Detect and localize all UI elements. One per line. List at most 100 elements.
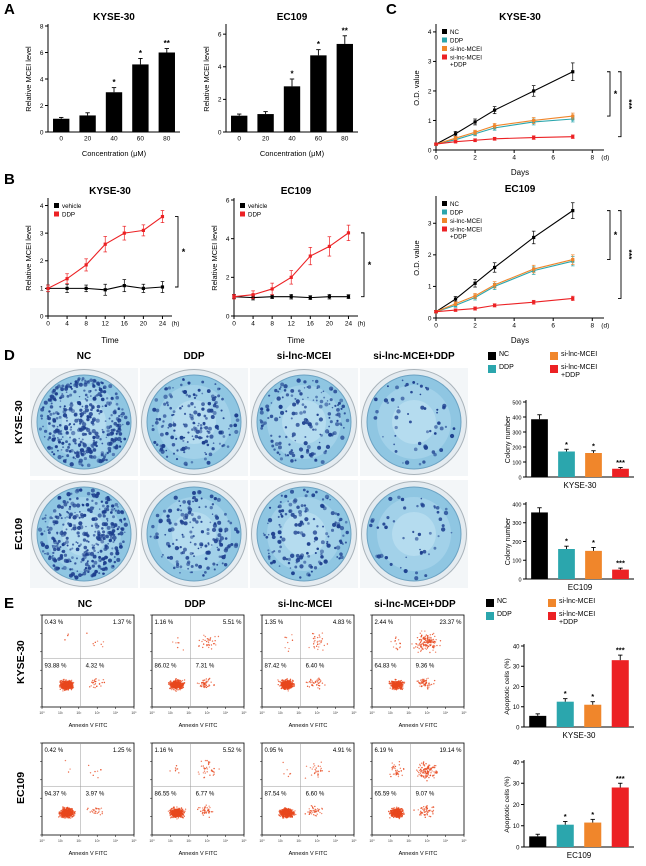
- svg-text:10⁵: 10⁵: [351, 711, 357, 715]
- svg-text:Relative MCEI level: Relative MCEI level: [24, 46, 33, 112]
- svg-text:Relative MCEI level: Relative MCEI level: [24, 225, 33, 291]
- svg-text:1: 1: [40, 286, 44, 293]
- colony-dish-ec109-nc: [30, 480, 138, 588]
- svg-text:2.44 %: 2.44 %: [375, 620, 394, 626]
- svg-text:10³: 10³: [205, 711, 211, 715]
- line-chart-od-ec109: 0 1 2 3 0 2 4 6 8 (d) Days O.D. value EC109 NC DDP si-l…: [400, 180, 644, 351]
- panel-label-a: A: [4, 1, 15, 18]
- svg-text:500: 500: [512, 400, 521, 406]
- svg-flow-DDP: 1.16 % 5.51 % 86.02 % 7.31 % 10⁰ 10¹ 10² 10³ 10⁴…: [149, 614, 247, 729]
- svg-text:**: **: [342, 26, 349, 35]
- svg-text:KYSE-30: KYSE-30: [93, 12, 135, 23]
- svg-text:0: 0: [428, 315, 432, 322]
- svg-text:2: 2: [428, 88, 432, 95]
- legend-item-ddp: DDP: [486, 611, 512, 620]
- svg-flow-si-lnc-MCEI+DDP: 2.44 % 23.37 % 64.83 % 9.36 % 10⁰ 10¹ 10² 10³ 10…: [369, 614, 467, 729]
- svg-text:3: 3: [428, 59, 432, 66]
- svg-text:4.32 %: 4.32 %: [86, 664, 105, 670]
- svg-text:*: *: [182, 247, 186, 257]
- svg-text:24: 24: [159, 321, 167, 328]
- flow-plot-ec109-si-lnc-mcei-ddp: 6.19 % 19.14 % 65.59 % 9.07 % 10⁰ 10¹ 10² 10³ 10…: [362, 740, 468, 863]
- svg-text:*: *: [112, 78, 116, 87]
- svg-text:***: ***: [616, 559, 625, 568]
- colony-dish-ec109-ddp: [140, 480, 248, 588]
- legend-swatch: [488, 352, 496, 360]
- legend-swatch: [486, 612, 494, 620]
- svg-text:10²: 10²: [76, 711, 82, 715]
- svg-text:DDP: DDP: [248, 211, 261, 218]
- svg-text:80: 80: [163, 136, 171, 143]
- svg-text:10³: 10³: [425, 711, 431, 715]
- svg-text:400: 400: [512, 502, 521, 508]
- legend-label: si-lnc-MCEI +DDP: [559, 611, 596, 627]
- svg-text:10³: 10³: [315, 711, 321, 715]
- svg-text:20: 20: [84, 136, 92, 143]
- svg-text:*: *: [614, 89, 618, 99]
- flow-header-ddp: DDP: [184, 599, 206, 610]
- svg-text:3: 3: [428, 221, 432, 228]
- svg-flow-NC: 0.42 % 1.25 %94.37 % 3.97 %10⁰ 10¹ 10² 10³ 10⁴…: [39, 742, 137, 857]
- svg-text:Days: Days: [511, 168, 529, 177]
- svg-text:0: 0: [518, 577, 521, 583]
- svg-dish-si-lnc-MCEI+DDP: [361, 481, 467, 587]
- svg-text:4: 4: [40, 76, 44, 83]
- svg-text:0: 0: [232, 321, 236, 328]
- svg-text:10²: 10²: [186, 711, 192, 715]
- legend-label: si-lnc-MCEI: [561, 351, 598, 358]
- line-chart-od-kyse30: 0 1 2 3 4 0 2 4 6 8 (d) Days O.D. value KYSE-30 NC DDP s…: [400, 8, 644, 183]
- svg-text:2: 2: [473, 155, 477, 162]
- panel-label-e: E: [4, 595, 15, 612]
- column-header-si-lnc-mcei-ddp: si-lnc-MCEI+DDP: [373, 351, 455, 362]
- svg-text:20: 20: [140, 321, 148, 328]
- svg-text:10⁰: 10⁰: [369, 711, 375, 715]
- svg-text:O.D. value: O.D. value: [412, 70, 421, 105]
- svg-flow-si-lnc-MCEI+DDP: 6.19 % 19.14 %65.59 % 9.07 %10⁰ 10¹ 10² 10³ 10…: [369, 742, 467, 857]
- svg-text:10⁰: 10⁰: [149, 711, 155, 715]
- svg-text:5.51 %: 5.51 %: [223, 620, 242, 626]
- svg-text:1.37 %: 1.37 %: [113, 620, 132, 626]
- svg-text:93.88 %: 93.88 %: [45, 664, 68, 670]
- svg-text:24: 24: [345, 321, 353, 328]
- svg-text:*: *: [368, 260, 372, 270]
- svg-text:0: 0: [46, 321, 50, 328]
- panel-label-c: C: [386, 1, 397, 18]
- svg-A_EC109: 0 2 4 6 Relative MCEI level 0 20 * 40 * 60 ** 80 Conc…: [202, 12, 358, 158]
- colony-legend: NC DDP si-lnc-MCEI si-lnc-MCEI +DDP: [488, 351, 644, 385]
- svg-text:***: ***: [624, 99, 634, 110]
- svg-text:DDP: DDP: [450, 209, 463, 216]
- svg-text:10¹: 10¹: [278, 711, 284, 715]
- svg-dish-si-lnc-MCEI+DDP: [361, 369, 467, 475]
- svg-text:23.37 %: 23.37 %: [439, 620, 462, 626]
- svg-text:16: 16: [307, 321, 315, 328]
- svg-flow-DDP: 1.16 % 5.52 %86.55 % 6.77 %10⁰ 10¹ 10² 10³ 10⁴…: [149, 742, 247, 857]
- legend-swatch: [550, 365, 558, 373]
- flow-header-si-lnc-mcei: si-lnc-MCEI: [277, 599, 333, 610]
- svg-text:4: 4: [65, 321, 69, 328]
- svg-text:+DDP: +DDP: [450, 61, 467, 68]
- svg-flow-NC: 0.43 % 1.37 % 93.88 % 4.32 % 10⁰ 10¹ 10² 10³ 10⁴…: [39, 614, 137, 729]
- svg-text:100: 100: [512, 559, 521, 565]
- bar-chart-colony-kyse30: 0 100 200 300 400 500 Colony number * * *** KYSE-3…: [492, 390, 642, 495]
- svg-text:si-lnc-MCEI: si-lnc-MCEI: [450, 54, 482, 61]
- svg-text:400: 400: [512, 415, 521, 421]
- svg-text:1: 1: [428, 284, 432, 291]
- svg-dish-DDP: [141, 369, 247, 475]
- svg-text:10¹: 10¹: [58, 711, 64, 715]
- flow-plot-ec109-nc: 0.42 % 1.25 % 94.37 % 3.97 % 10⁰ 10¹ 10² 10³ 10⁴…: [32, 740, 138, 863]
- svg-text:Concentration (μM): Concentration (μM): [260, 149, 325, 158]
- legend-swatch: [548, 599, 556, 607]
- svg-flow-si-lnc-MCEI: 0.95 % 4.91 %87.54 % 6.60 %10⁰ 10¹ 10² 10³ 10⁴…: [259, 742, 357, 857]
- legend-item-nc: NC: [488, 351, 509, 360]
- legend-label: DDP: [499, 364, 514, 371]
- bar-chart-apoptosis-kyse30: 0 10 20 30 40 Apoptotic cells (%) * * *** KYSE-30: [492, 634, 642, 745]
- flow-plot-ec109-si-lnc-mcei: 0.95 % 4.91 % 87.54 % 6.60 % 10⁰ 10¹ 10² 10³ 10⁴…: [252, 740, 358, 863]
- svg-text:1.35 %: 1.35 %: [265, 620, 284, 626]
- svg-text:10⁵: 10⁵: [131, 711, 137, 715]
- svg-text:*: *: [592, 538, 595, 547]
- svg-text:2: 2: [226, 275, 230, 282]
